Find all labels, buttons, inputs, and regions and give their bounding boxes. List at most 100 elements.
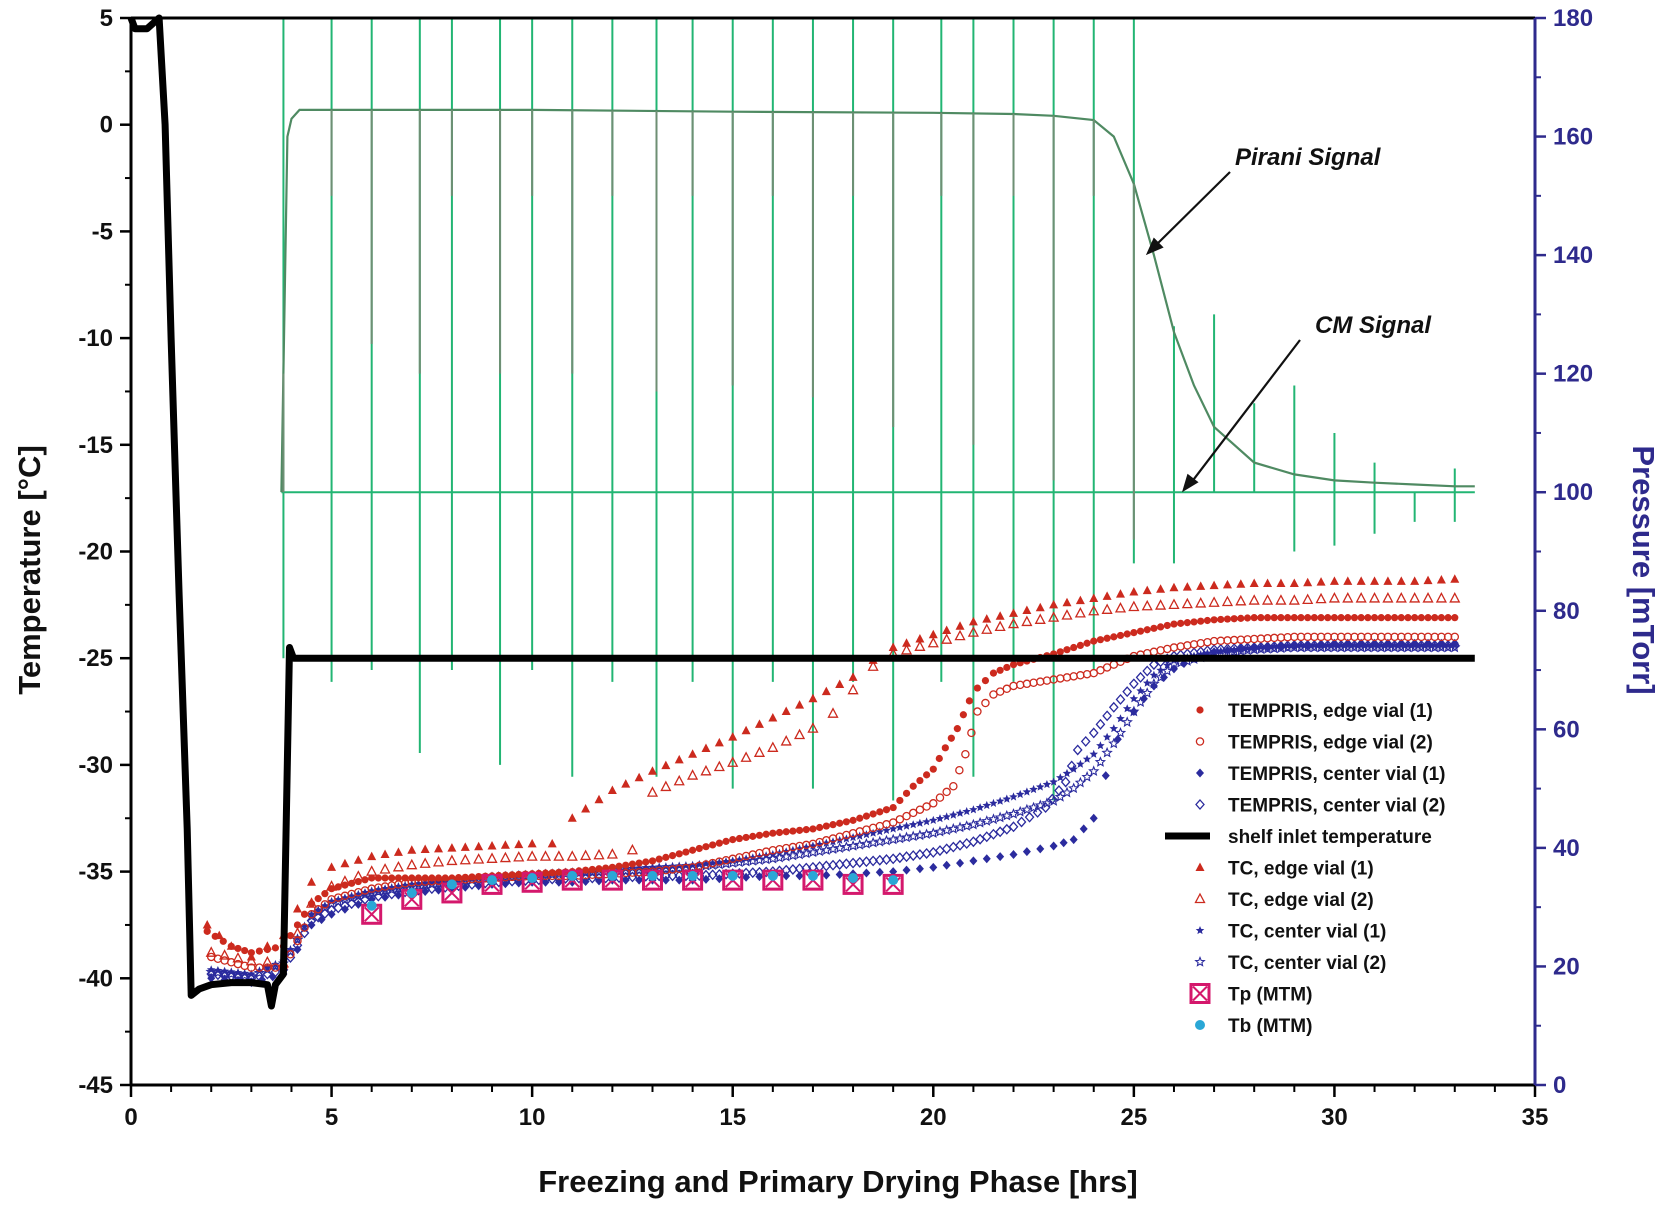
data-point	[407, 845, 417, 854]
data-point	[1102, 732, 1112, 741]
data-point	[1424, 614, 1432, 622]
data-point	[1302, 593, 1314, 605]
data-point	[1159, 672, 1168, 682]
data-point	[239, 969, 251, 981]
data-point	[286, 932, 295, 940]
data-point	[856, 814, 864, 822]
data-point	[300, 910, 309, 918]
legend-item: Tb (MTM)	[1195, 1016, 1312, 1037]
data-point	[1390, 640, 1399, 649]
data-point	[1069, 835, 1078, 845]
data-point	[840, 841, 853, 852]
data-point	[1197, 617, 1205, 625]
data-point	[1336, 639, 1346, 651]
data-point	[914, 640, 926, 651]
data-point	[1089, 813, 1098, 823]
data-point	[755, 872, 764, 882]
data-point	[708, 858, 717, 867]
data-point	[742, 872, 751, 882]
data-point	[1195, 597, 1207, 608]
data-point	[1196, 639, 1205, 648]
data-point	[1189, 640, 1199, 649]
data-point	[807, 846, 819, 858]
data-point	[953, 725, 961, 733]
data-point	[1290, 614, 1298, 622]
data-point	[1437, 638, 1446, 648]
data-point	[514, 839, 524, 849]
data-point	[802, 842, 811, 852]
data-point	[474, 841, 484, 851]
data-point	[1223, 615, 1232, 623]
data-point	[292, 903, 302, 913]
data-point	[889, 867, 898, 877]
data-point	[261, 955, 273, 967]
data-point	[1009, 608, 1019, 617]
data-point	[1181, 597, 1193, 609]
data-point	[1129, 694, 1139, 703]
plot-area	[127, 14, 1475, 1010]
data-point	[635, 859, 643, 867]
data-point	[1062, 673, 1072, 682]
data-point	[1411, 614, 1419, 622]
data-point	[407, 879, 417, 888]
data-point	[321, 890, 329, 898]
data-point	[915, 633, 925, 643]
data-point	[1128, 600, 1140, 612]
data-point	[848, 672, 858, 681]
data-point	[595, 876, 603, 886]
data-point	[1102, 710, 1112, 722]
data-point	[781, 706, 791, 716]
data-point	[847, 683, 859, 695]
data-point	[1076, 671, 1085, 680]
data-point	[967, 818, 980, 830]
data-point	[554, 877, 563, 887]
data-point	[486, 852, 498, 863]
data-point	[1316, 577, 1326, 586]
data-point	[1289, 578, 1299, 588]
data-point	[1163, 660, 1172, 669]
data-point	[608, 863, 616, 871]
data-point	[1128, 678, 1139, 690]
data-point	[807, 870, 818, 881]
data-point	[367, 886, 376, 895]
data-point	[982, 614, 992, 623]
data-point	[1088, 765, 1100, 777]
data-point	[714, 737, 724, 747]
data-point	[207, 973, 216, 983]
y-left-tick-label: -10	[78, 325, 113, 352]
data-point	[340, 893, 350, 902]
data-point	[740, 751, 752, 762]
data-point	[975, 833, 985, 845]
data-point	[929, 862, 938, 872]
data-point	[775, 828, 784, 837]
data-point	[1356, 576, 1366, 585]
data-point	[795, 826, 804, 834]
data-point	[1082, 754, 1092, 763]
data-point	[942, 812, 951, 821]
y-left-tick-label: -45	[78, 1072, 113, 1099]
data-point	[969, 805, 978, 814]
data-point	[255, 966, 264, 975]
data-point	[361, 876, 369, 884]
data-point	[955, 765, 964, 775]
data-point	[1049, 599, 1059, 609]
data-point	[788, 845, 798, 854]
data-point	[1324, 614, 1332, 622]
y-left-tick-label: 0	[100, 112, 113, 139]
data-point	[1141, 687, 1153, 698]
data-point	[527, 838, 537, 848]
data-point	[1156, 584, 1166, 593]
data-point	[212, 966, 224, 978]
data-point	[225, 968, 237, 979]
legend-swatch	[1196, 706, 1204, 714]
data-point	[547, 838, 557, 848]
data-point	[947, 734, 955, 742]
data-point	[927, 636, 939, 648]
data-point	[1297, 614, 1305, 622]
data-point	[1001, 823, 1012, 835]
data-point	[1089, 593, 1099, 602]
data-point	[263, 945, 271, 954]
data-point	[827, 707, 839, 718]
data-point	[1250, 643, 1259, 653]
data-point	[1074, 606, 1086, 618]
